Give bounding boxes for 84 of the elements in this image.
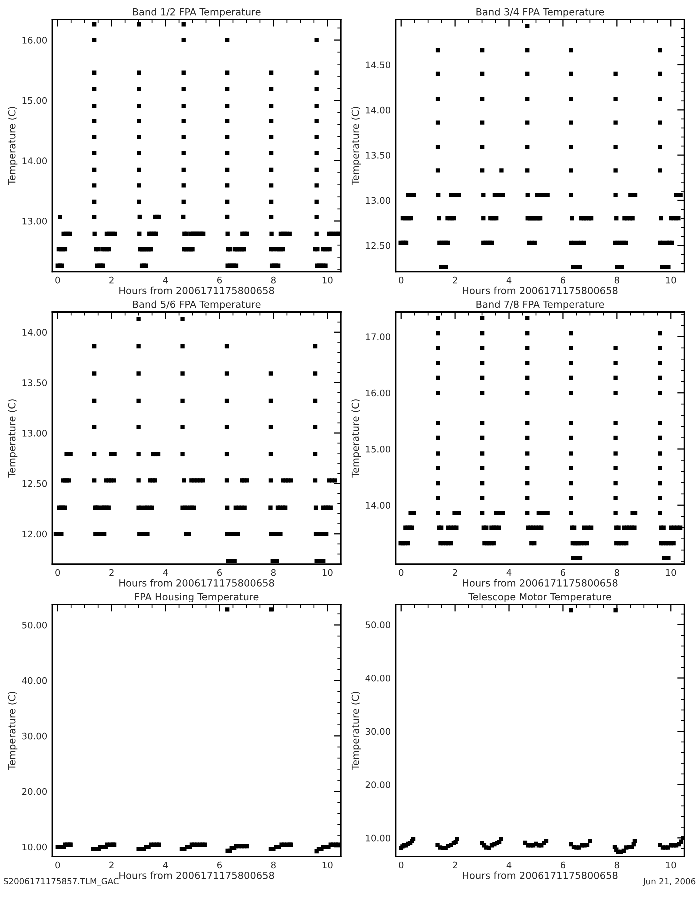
x-tick-label: 6 <box>560 862 566 869</box>
x-tick-label: 10 <box>666 276 676 284</box>
x-tick-label: 10 <box>322 276 333 284</box>
y-axis-title: Temperature (C) <box>8 107 18 186</box>
x-tick-label: 4 <box>163 862 168 869</box>
y-tick-label: 13.00 <box>22 430 48 437</box>
x-axis-title: Hours from 2006171175800658 <box>463 872 618 880</box>
x-axis-title: Hours from 2006171175800658 <box>120 579 274 587</box>
y-axis-title: Temperature (C) <box>8 400 18 478</box>
x-tick-label: 0 <box>399 569 404 576</box>
y-tick-label: 15.00 <box>22 97 48 104</box>
y-tick-label: 20.00 <box>22 788 48 796</box>
x-tick-label: 6 <box>560 569 566 576</box>
y-tick-label: 50.00 <box>22 622 48 629</box>
x-tick-label: 8 <box>271 862 276 869</box>
x-axis-title: Hours from 2006171175800658 <box>463 286 618 294</box>
y-tick-label: 17.00 <box>366 334 391 341</box>
x-tick-label: 4 <box>506 862 512 869</box>
x-tick-label: 4 <box>163 277 168 284</box>
x-tick-label: 8 <box>614 276 620 284</box>
y-tick-label: 13.00 <box>22 218 48 225</box>
y-tick-label: 15.00 <box>366 446 391 453</box>
x-tick-label: 6 <box>218 276 222 284</box>
y-tick-label: 50.00 <box>366 622 391 629</box>
x-tick-label: 2 <box>453 276 458 284</box>
y-tick-label: 10.00 <box>366 834 391 842</box>
y-tick-label: 13.50 <box>22 380 48 386</box>
y-tick-label: 10.00 <box>22 844 48 851</box>
chart-title: FPA Housing Temperature <box>135 593 259 603</box>
y-tick-label: 40.00 <box>366 674 391 682</box>
chart-title: Band 1/2 FPA Temperature <box>133 8 261 18</box>
x-tick-label: 0 <box>56 862 60 869</box>
x-tick-label: 2 <box>453 862 458 869</box>
x-tick-label: 10 <box>666 569 676 576</box>
y-tick-label: 16.00 <box>366 390 391 397</box>
chart-title: Band 5/6 FPA Temperature <box>133 300 261 310</box>
y-axis-title: Temperature (C) <box>352 692 362 770</box>
y-axis-title: Temperature (C) <box>8 692 18 770</box>
chart-title: Band 3/4 FPA Temperature <box>476 8 604 18</box>
chart-title: Telescope Motor Temperature <box>468 593 612 603</box>
y-axis-title: Temperature (C) <box>352 400 362 478</box>
y-tick-label: 30.00 <box>22 732 48 740</box>
x-axis-title: Hours from 2006171175800658 <box>120 286 274 294</box>
y-tick-label: 14.00 <box>22 329 48 336</box>
x-axis-title: Hours from 2006171175800658 <box>120 872 274 880</box>
x-tick-label: 2 <box>110 569 114 576</box>
y-tick-label: 40.00 <box>22 677 48 684</box>
y-tick-label: 13.00 <box>366 197 391 204</box>
x-tick-label: 6 <box>218 569 222 576</box>
x-tick-label: 8 <box>614 862 620 869</box>
x-tick-label: 0 <box>399 276 404 284</box>
y-tick-label: 16.00 <box>22 37 48 44</box>
y-tick-label: 20.00 <box>366 782 391 788</box>
x-tick-label: 0 <box>399 862 404 869</box>
y-tick-label: 12.00 <box>22 530 48 538</box>
x-tick-label: 6 <box>560 276 566 284</box>
x-tick-label: 2 <box>110 276 114 284</box>
y-tick-label: 14.00 <box>366 502 391 509</box>
x-tick-label: 8 <box>271 569 276 576</box>
x-tick-label: 4 <box>506 569 512 576</box>
x-tick-label: 8 <box>271 276 276 284</box>
x-axis-title: Hours from 2006171175800658 <box>463 579 618 587</box>
x-tick-label: 0 <box>56 276 60 284</box>
y-tick-label: 12.50 <box>22 480 48 488</box>
x-tick-label: 4 <box>506 277 512 284</box>
y-tick-label: 14.50 <box>366 62 391 69</box>
x-tick-label: 6 <box>218 862 222 869</box>
x-tick-label: 10 <box>322 569 333 576</box>
x-tick-label: 2 <box>453 569 458 576</box>
y-tick-label: 30.00 <box>366 728 391 736</box>
y-tick-label: 14.00 <box>22 158 48 164</box>
x-tick-label: 2 <box>110 862 114 869</box>
x-tick-label: 10 <box>666 862 676 869</box>
x-tick-label: 8 <box>614 569 620 576</box>
y-tick-label: 13.50 <box>366 152 391 159</box>
y-axis-title: Temperature (C) <box>352 107 362 186</box>
x-tick-label: 10 <box>322 862 333 869</box>
y-tick-label: 12.50 <box>366 242 391 250</box>
chart-title: Band 7/8 FPA Temperature <box>476 300 604 310</box>
x-tick-label: 4 <box>163 569 168 576</box>
x-tick-label: 0 <box>56 569 60 576</box>
text: Jun 21, 2006 <box>642 878 696 886</box>
text: S2006171175857.TLM_GAC <box>4 878 119 886</box>
y-tick-label: 14.00 <box>366 106 391 114</box>
